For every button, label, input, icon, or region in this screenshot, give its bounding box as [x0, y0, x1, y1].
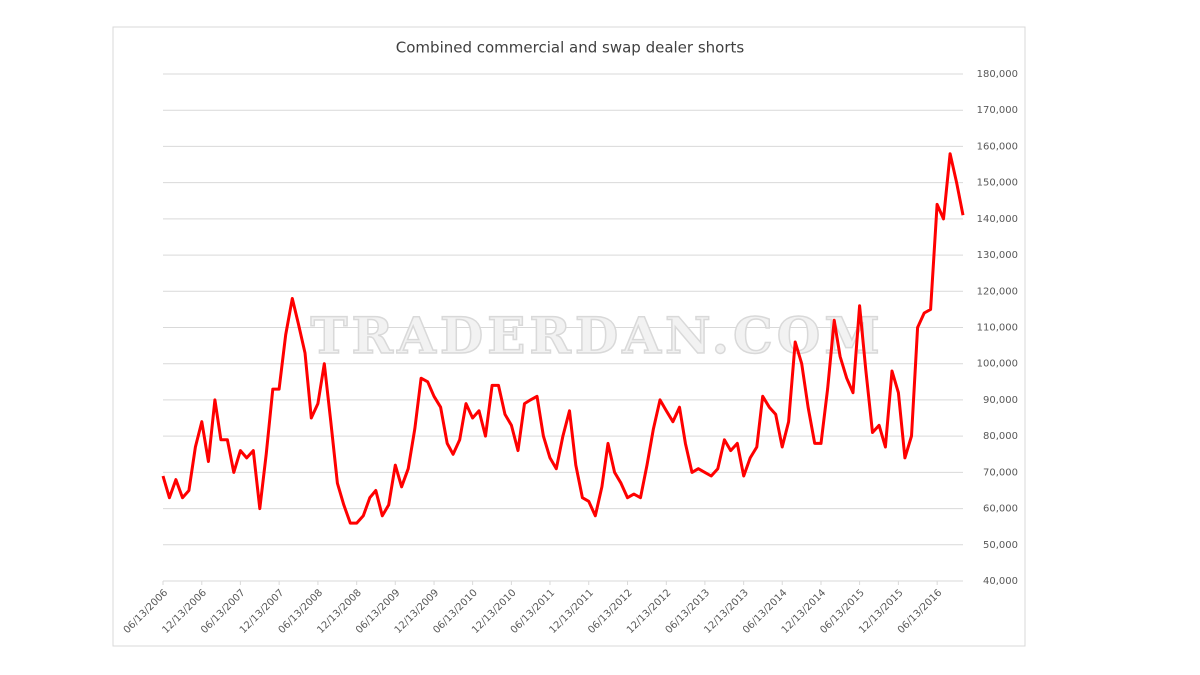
y-tick-label: 100,000: [977, 359, 1018, 370]
y-tick-label: 50,000: [983, 540, 1018, 551]
y-tick-label: 130,000: [977, 250, 1018, 261]
y-tick-label: 90,000: [983, 395, 1018, 406]
y-tick-label: 110,000: [977, 323, 1018, 334]
watermark: TRADERDAN.COM: [310, 306, 883, 365]
y-tick-label: 180,000: [977, 69, 1018, 80]
y-tick-label: 160,000: [977, 141, 1018, 152]
y-tick-label: 140,000: [977, 214, 1018, 225]
y-tick-label: 80,000: [983, 431, 1018, 442]
y-tick-label: 40,000: [983, 576, 1018, 587]
chart-frame: [112, 26, 1026, 647]
y-tick-label: 150,000: [977, 178, 1018, 189]
y-tick-label: 120,000: [977, 286, 1018, 297]
chart-title: Combined commercial and swap dealer shor…: [396, 39, 745, 57]
y-tick-label: 70,000: [983, 467, 1018, 478]
y-tick-label: 170,000: [977, 105, 1018, 116]
y-tick-label: 60,000: [983, 504, 1018, 515]
data-line: [161, 152, 965, 525]
